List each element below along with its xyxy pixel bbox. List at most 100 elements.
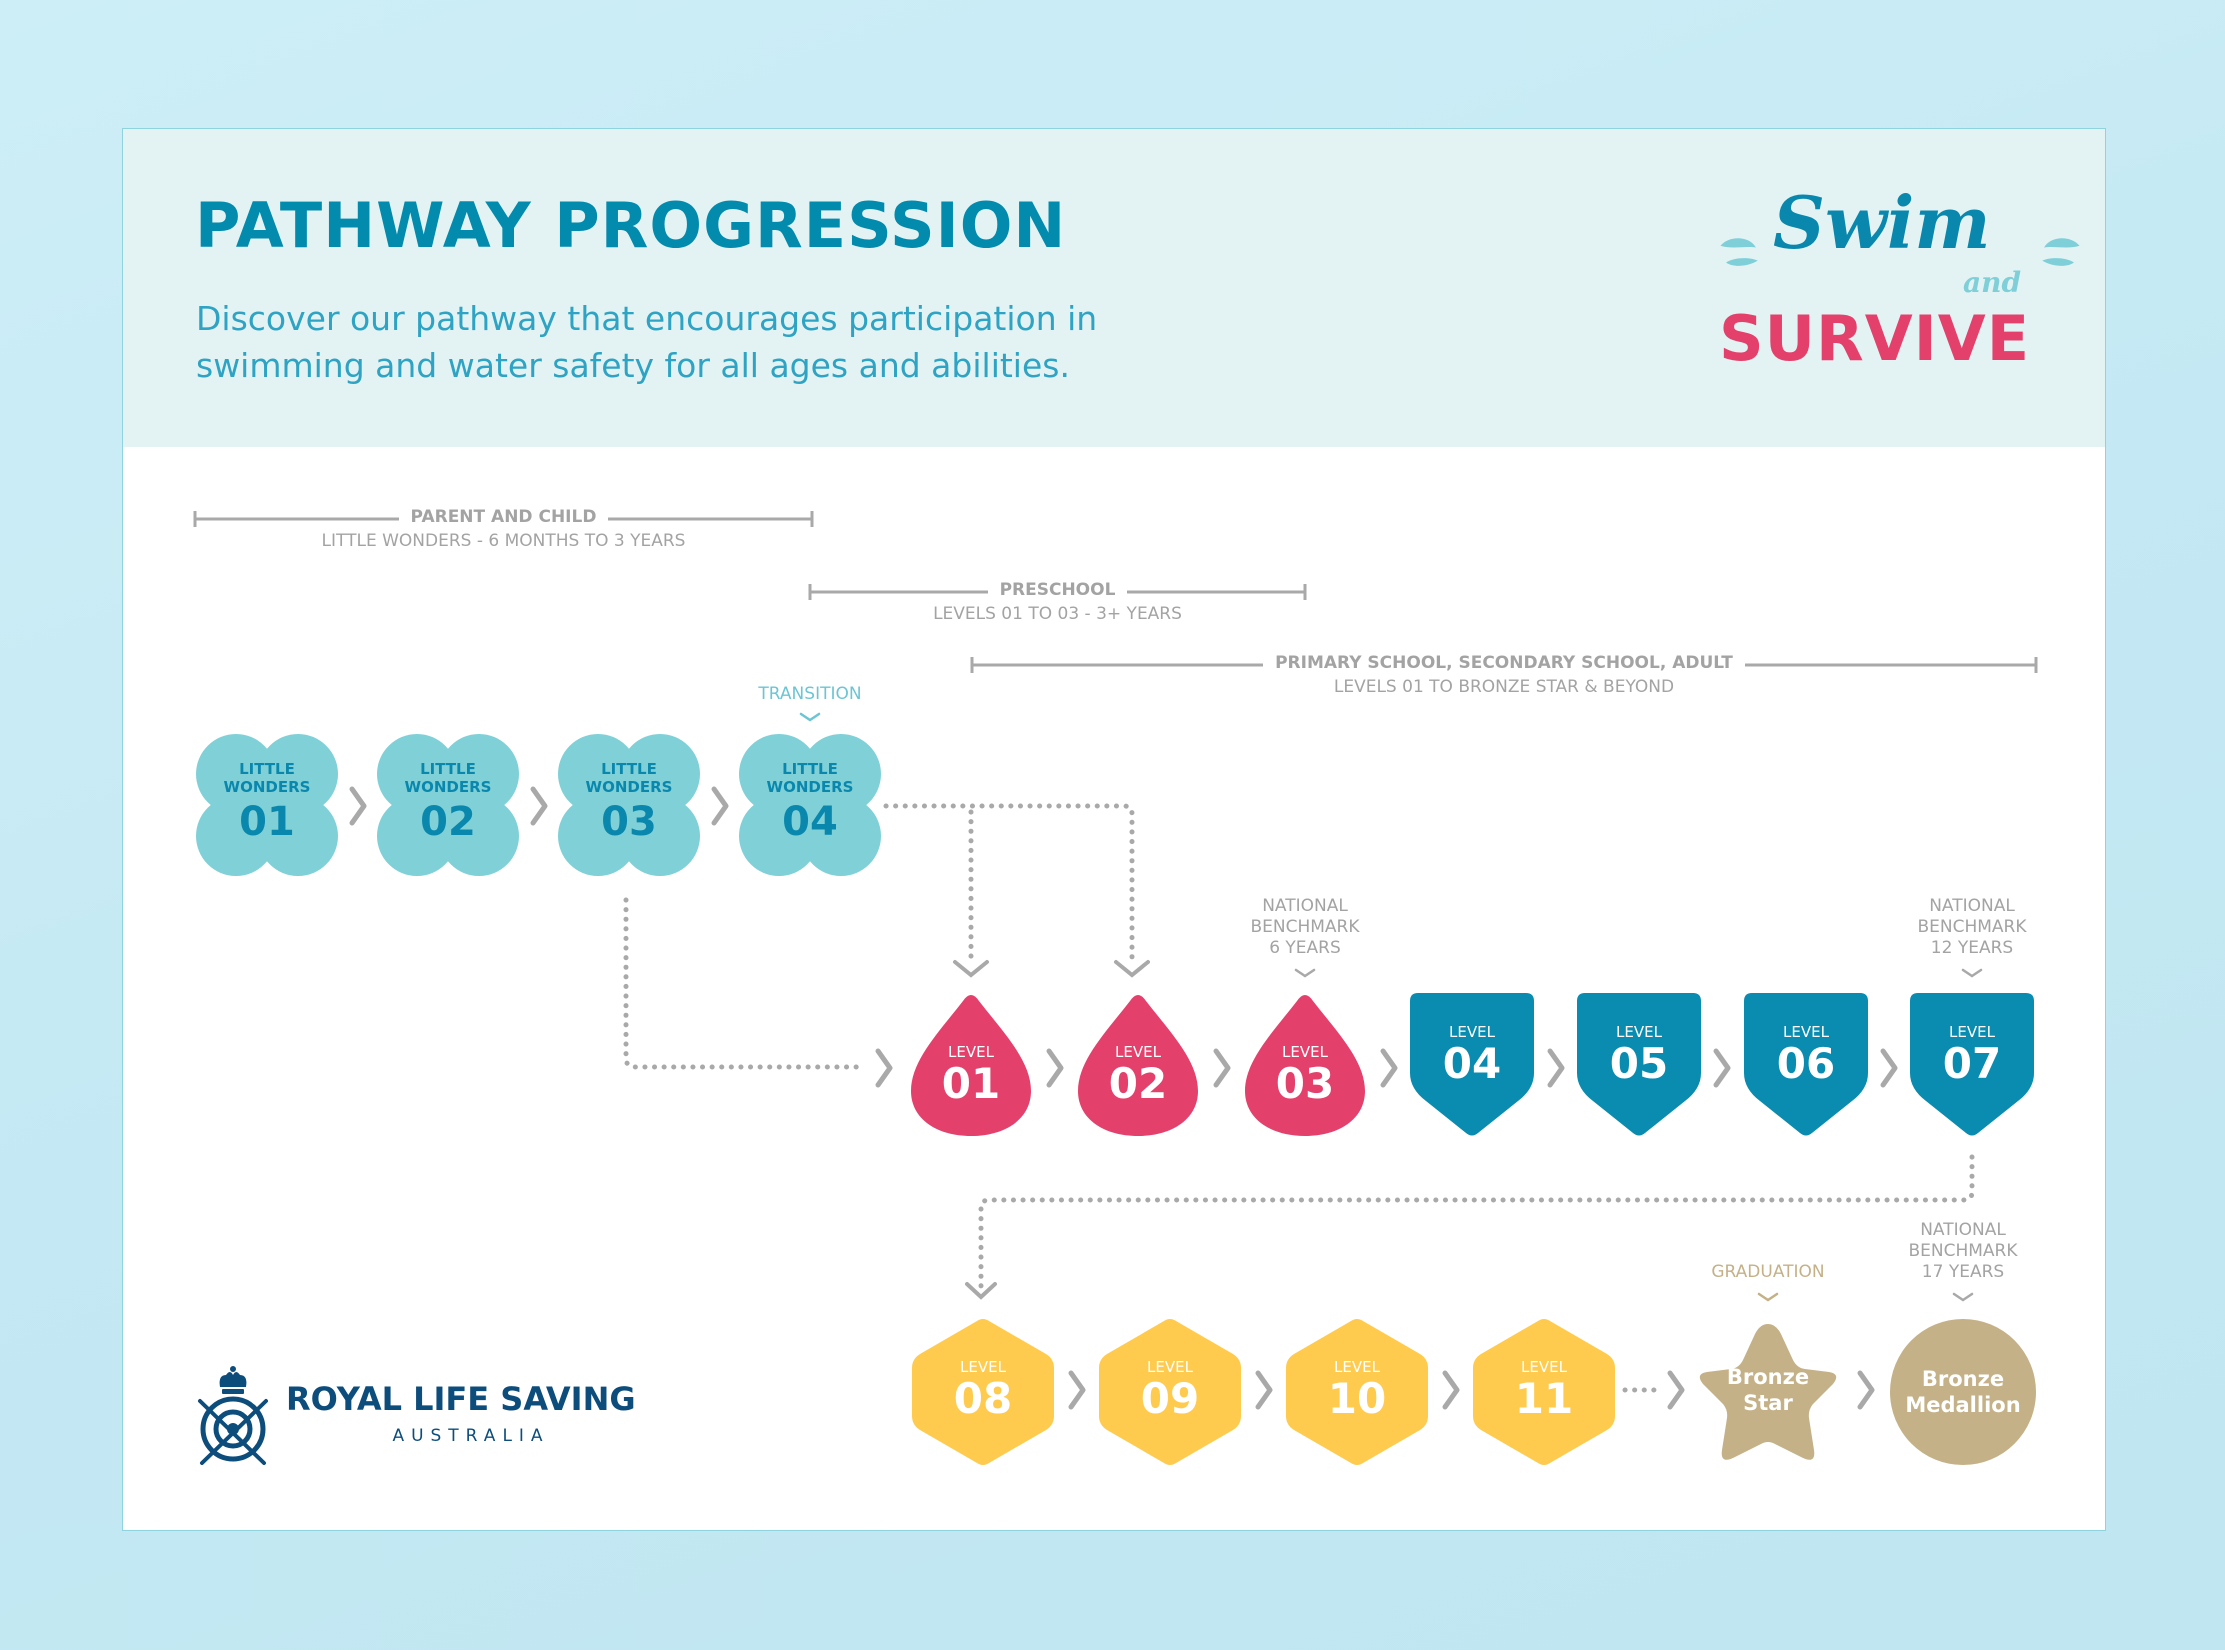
note-line: BENCHMARK: [1250, 917, 1360, 937]
level-text: LEVEL 05: [1577, 1023, 1701, 1087]
note-line: BENCHMARK: [1917, 917, 2027, 937]
award-line: Medallion: [1905, 1393, 2021, 1417]
badge-label: LITTLE WONDERS: [766, 760, 854, 796]
next-chevron-icon: [1046, 1048, 1064, 1088]
next-chevron-icon: [1880, 1048, 1898, 1088]
hexagon-shape-icon: [1473, 1319, 1615, 1465]
level-text: LEVEL 08: [910, 1358, 1056, 1422]
chevron-benchmark12-icon: [1961, 968, 1983, 978]
badge-label: LEVEL: [1334, 1358, 1380, 1376]
level-01-badge[interactable]: LEVEL 01: [909, 993, 1033, 1138]
badge-number: 04: [782, 799, 838, 845]
bracket-subtitle: LEVELS 01 TO 03 - 3+ YEARS: [933, 604, 1182, 624]
note-line: 17 YEARS: [1921, 1262, 2005, 1282]
arrow-down-level01-icon: [953, 960, 989, 978]
next-chevron-icon: [1068, 1370, 1086, 1410]
bracket-subtitle: LEVELS 01 TO BRONZE STAR & BEYOND: [1333, 677, 1675, 697]
little-wonders-02-badge[interactable]: LITTLE WONDERS 02: [375, 732, 521, 878]
note-line: NATIONAL: [1262, 896, 1348, 916]
badge-number: 01: [239, 799, 295, 845]
note-line: 12 YEARS: [1930, 938, 2014, 958]
level-08-badge[interactable]: LEVEL 08: [910, 1318, 1056, 1466]
award-line: Bronze: [1726, 1365, 1810, 1389]
bracket-title: PRESCHOOL: [987, 580, 1128, 600]
badge-label: LEVEL: [1115, 1043, 1161, 1061]
connector-lw03-to-level01: [623, 897, 865, 1070]
shield-shape-icon: [1577, 993, 1701, 1136]
level-text: LEVEL 07: [1910, 1023, 2034, 1087]
page-subtitle: Discover our pathway that encourages par…: [196, 299, 1098, 385]
level-07-badge[interactable]: LEVEL 07: [1910, 993, 2034, 1138]
level-06-badge[interactable]: LEVEL 06: [1744, 993, 1868, 1138]
badge-label: LEVEL: [1616, 1023, 1662, 1041]
next-chevron-icon: [1442, 1370, 1460, 1410]
pathway-card: PATHWAY PROGRESSION Discover our pathway…: [122, 128, 2106, 1531]
little-wonders-03-badge[interactable]: LITTLE WONDERS 03: [556, 732, 702, 878]
level-text: LEVEL 04: [1410, 1023, 1534, 1087]
next-chevron-icon: [1857, 1370, 1875, 1410]
level-11-badge[interactable]: LEVEL 11: [1471, 1318, 1617, 1466]
level-09-badge[interactable]: LEVEL 09: [1097, 1318, 1243, 1466]
drop-shape-icon: [1078, 995, 1198, 1136]
drop-shape-icon: [911, 995, 1031, 1136]
badge-number: 06: [1776, 1039, 1836, 1088]
splash-right-icon: [2031, 231, 2087, 281]
little-wonders-text: LITTLE WONDERS 03: [556, 760, 702, 844]
little-wonders-04-badge[interactable]: LITTLE WONDERS 04: [737, 732, 883, 878]
award-line: Star: [1743, 1391, 1793, 1415]
level-05-badge[interactable]: LEVEL 05: [1577, 993, 1701, 1138]
note-line: NATIONAL: [1929, 896, 2015, 916]
next-chevron-icon: [1380, 1048, 1398, 1088]
note-line: BENCHMARK: [1908, 1241, 2018, 1261]
little-wonders-text: LITTLE WONDERS 02: [375, 760, 521, 844]
hexagon-shape-icon: [1099, 1319, 1241, 1465]
badge-number: 01: [941, 1059, 1001, 1108]
clover-shape-icon: [196, 734, 338, 876]
little-wonders-01-badge[interactable]: LITTLE WONDERS 01: [194, 732, 340, 878]
bronze-star-badge[interactable]: Bronze Star: [1693, 1318, 1843, 1466]
badge-number: 09: [1140, 1374, 1200, 1423]
badge-label: LEVEL: [1449, 1023, 1495, 1041]
hexagon-shape-icon: [1286, 1319, 1428, 1465]
note-line: 6 YEARS: [1269, 938, 1341, 958]
badge-label: LEVEL: [1521, 1358, 1567, 1376]
level-03-badge[interactable]: LEVEL 03: [1243, 993, 1367, 1138]
bracket-label-parent-and-child: PARENT AND CHILD LITTLE WONDERS - 6 MONT…: [195, 505, 812, 553]
rls-country: AUSTRALIA: [392, 1426, 550, 1446]
benchmark-12-note: NATIONAL BENCHMARK 12 YEARS: [1892, 896, 2052, 959]
next-chevron-icon: [875, 1048, 893, 1088]
logo-survive-text: SURVIVE: [1719, 302, 2031, 375]
badge-label: LEVEL: [1147, 1358, 1193, 1376]
next-chevron-icon: [349, 786, 367, 826]
little-wonders-text: LITTLE WONDERS 04: [737, 760, 883, 844]
chevron-benchmark17-icon: [1952, 1292, 1974, 1302]
chevron-transition-icon: [799, 712, 821, 722]
bracket-label-preschool: PRESCHOOL LEVELS 01 TO 03 - 3+ YEARS: [810, 578, 1305, 626]
badge-number: 07: [1942, 1039, 2002, 1088]
next-chevron-icon: [1255, 1370, 1273, 1410]
level-10-badge[interactable]: LEVEL 10: [1284, 1318, 1430, 1466]
next-chevron-icon: [1667, 1370, 1685, 1410]
award-line: Bronze: [1921, 1367, 2005, 1391]
shield-shape-icon: [1910, 993, 2034, 1136]
arrow-down-level08-icon: [965, 1282, 997, 1300]
level-04-badge[interactable]: LEVEL 04: [1410, 993, 1534, 1138]
bronze-medallion-badge[interactable]: Bronze Medallion: [1889, 1318, 2037, 1466]
logo-swim-text: Swim: [1773, 180, 1991, 265]
shield-shape-icon: [1744, 993, 1868, 1136]
level-02-badge[interactable]: LEVEL 02: [1076, 993, 1200, 1138]
badge-label: LEVEL: [960, 1358, 1006, 1376]
clover-shape-icon: [739, 734, 881, 876]
badge-number: 02: [420, 799, 476, 845]
little-wonders-text: LITTLE WONDERS 01: [194, 760, 340, 844]
logo-and-text: and: [1963, 266, 2022, 299]
arrow-down-level02-icon: [1114, 960, 1150, 978]
level-text: LEVEL 02: [1076, 1043, 1200, 1107]
rls-name: ROYAL LIFE SAVING: [286, 1380, 636, 1418]
drop-shape-icon: [1245, 995, 1365, 1136]
badge-number: 04: [1442, 1039, 1502, 1088]
level-text: LEVEL 09: [1097, 1358, 1243, 1422]
badge-number: 08: [953, 1374, 1013, 1423]
connector-level07-to-level08: [978, 1154, 1975, 1293]
bronze-medallion-label: Bronze Medallion: [1889, 1366, 2037, 1418]
